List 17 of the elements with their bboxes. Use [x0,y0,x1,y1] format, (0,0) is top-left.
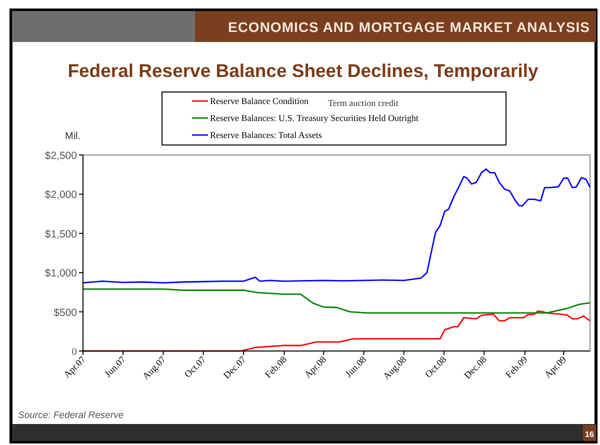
text: Term auction credit [328,98,399,108]
legend-label: Reserve Balance Condition [210,96,309,106]
line-series [82,168,591,284]
line-series [82,288,591,314]
y-tick-label: $2,000 [44,189,78,202]
legend-label: Reserve Balances: Total Assets [210,130,322,140]
y-tick-label: $2,500 [44,150,78,162]
chart-title: Federal Reserve Balance Sheet Declines, Temporarily [68,60,540,81]
text: 16 [585,430,594,439]
y-tick-label: 0 [72,347,77,358]
y-tick-label: $1,500 [44,228,78,240]
y-axis-title: Mil. [65,131,81,142]
chart-subtitle: ECONOMICS AND MORTGAGE MARKET ANALYSIS [228,19,590,35]
y-tick-label: $1,000 [44,268,78,280]
y-tick-label: $500 [54,306,78,319]
legend-label: Reserve Balances: U.S. Treasury Securities Held Outright [210,113,419,123]
source-note: Source: Federal Reserve [18,410,124,421]
